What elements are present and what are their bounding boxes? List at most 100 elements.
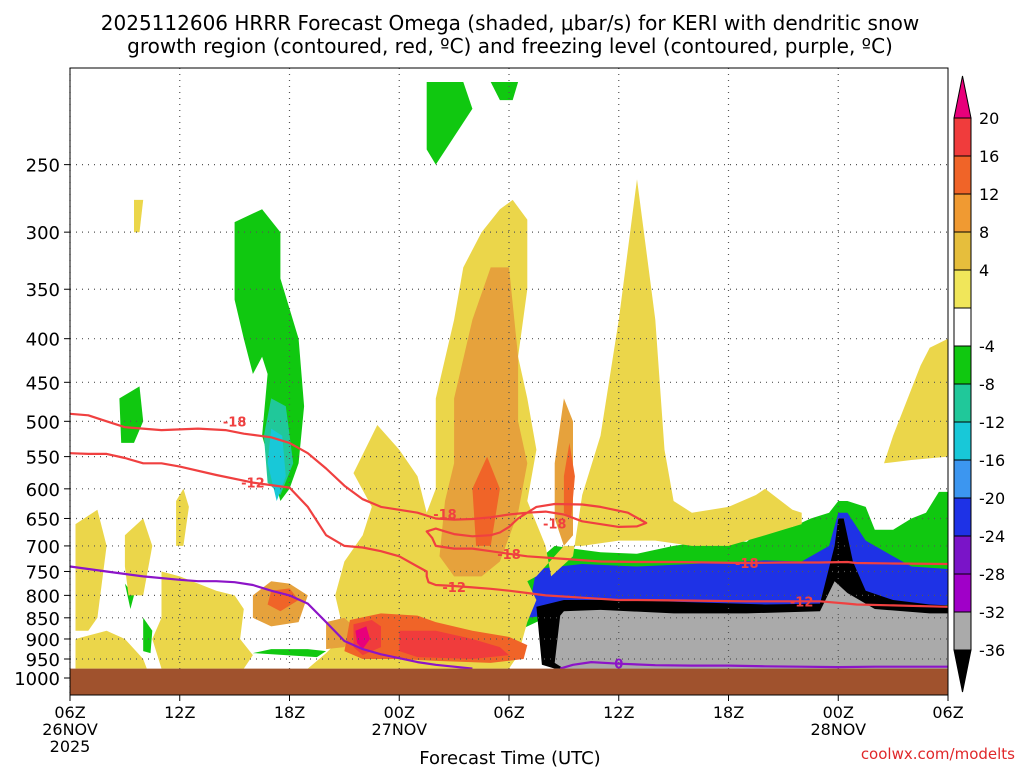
colorbar-band-11: [953, 497, 972, 537]
colorbar-band-10: [953, 459, 972, 499]
colorbar-band-4: [953, 231, 972, 271]
colorbar-bottom-arrow: [953, 649, 972, 693]
x-tick-12: 18Z: [274, 703, 305, 722]
contour-label-m12-b: -12: [442, 581, 466, 596]
contour-line-m18: [70, 412, 948, 566]
omega-region-1: [490, 82, 519, 101]
plot-area: -18 -12 -18 -18 -18 -18 -12 -12 0: [69, 67, 949, 696]
omega-region-14: [307, 179, 802, 669]
freezing-level-label: 0: [614, 658, 623, 673]
x-tick-36: 18Z: [713, 703, 744, 722]
colorbar-label-7: -8: [979, 375, 995, 394]
omega-region-31: [75, 630, 147, 669]
contour-label-m18-d: -18: [497, 548, 521, 563]
omega-region-19: [472, 456, 500, 546]
contour-line-m12: [70, 452, 948, 608]
y-tick-350: 350: [26, 280, 60, 301]
colorbar-label-9: -16: [979, 451, 1005, 470]
colorbar-band-8: [953, 383, 972, 423]
colorbar-band-1: [953, 117, 972, 157]
y-tick-1000: 1000: [14, 669, 60, 690]
colorbar-band-5: [953, 269, 972, 309]
x-date-18: 27NOV: [371, 720, 427, 739]
omega-region-20: [267, 588, 299, 612]
omega-region-4: [124, 583, 134, 609]
colorbar-band-14: [953, 611, 972, 651]
contour-label-m12: -12: [241, 477, 265, 492]
x-year-0: 2025: [50, 737, 91, 756]
colorbar-label-14: -36: [979, 641, 1005, 660]
colorbar-band-3: [953, 193, 972, 233]
omega-region-29: [176, 488, 189, 546]
y-tick-550: 550: [26, 448, 60, 469]
colorbar-band-9: [953, 421, 972, 461]
omega-region-13: [134, 199, 144, 233]
omega-region-8: [252, 649, 327, 658]
y-tick-450: 450: [26, 373, 60, 394]
freezing-level-line-a: [70, 565, 473, 670]
omega-region-24: [399, 630, 509, 659]
colorbar-band-13: [953, 573, 972, 613]
colorbar-label-8: -12: [979, 413, 1005, 432]
omega-region-7: [267, 428, 286, 501]
contour-label-m18-c: -18: [543, 518, 567, 533]
colorbar-band-6: [953, 307, 972, 347]
y-tick-500: 500: [26, 412, 60, 433]
chart-title-line-2: growth region (contoured, red, ºC) and f…: [127, 34, 893, 58]
colorbar-band-12: [953, 535, 972, 575]
omega-region-25: [355, 626, 370, 650]
y-tick-400: 400: [26, 330, 60, 351]
x-tick-18: 00Z: [384, 703, 415, 722]
colorbar-label-10: -20: [979, 489, 1005, 508]
contour-label-m18-b: -18: [433, 508, 457, 523]
colorbar-band-2: [953, 155, 972, 195]
omega-region-26: [884, 338, 948, 464]
colorbar-label-12: -28: [979, 565, 1005, 584]
y-tick-800: 800: [26, 586, 60, 607]
colorbar-label-2: 12: [979, 185, 999, 204]
x-date-0: 26NOV: [42, 720, 98, 739]
y-tick-850: 850: [26, 609, 60, 630]
colorbar-label-11: -24: [979, 527, 1005, 546]
y-tick-300: 300: [26, 223, 60, 244]
omega-shading: [75, 82, 948, 669]
y-tick-700: 700: [26, 537, 60, 558]
colorbar-label-1: 16: [979, 147, 999, 166]
x-tick-48: 06Z: [932, 703, 963, 722]
credit-text: coolwx.com/modelts: [861, 745, 1015, 763]
y-tick-950: 950: [26, 650, 60, 671]
chart-title-line-1: 2025112606 HRRR Forecast Omega (shaded, …: [101, 11, 919, 35]
freezing-level-line-b: [559, 661, 948, 670]
x-tick-42: 00Z: [823, 703, 854, 722]
x-tick-0: 06Z: [54, 703, 85, 722]
x-date-42: 28NOV: [810, 720, 866, 739]
omega-region-15: [439, 267, 528, 577]
y-tick-650: 650: [26, 509, 60, 530]
terrain-ground: [70, 668, 948, 695]
colorbar: 20 16 12 8 4 -4 -8 -12 -16 -20 -24 -28 -32 -36: [953, 75, 1005, 693]
contour-label-m18-e: -18: [735, 557, 759, 572]
contour-label-m12-c: -12: [790, 595, 814, 610]
y-tick-900: 900: [26, 630, 60, 651]
x-tick-6: 12Z: [164, 703, 195, 722]
omega-region-0: [426, 82, 473, 165]
colorbar-label-4: 4: [979, 261, 989, 280]
colorbar-label-13: -32: [979, 603, 1005, 622]
colorbar-label-0: 20: [979, 109, 999, 128]
colorbar-band-7: [953, 345, 972, 385]
y-tick-750: 750: [26, 562, 60, 583]
x-tick-24: 06Z: [493, 703, 524, 722]
x-tick-30: 12Z: [603, 703, 634, 722]
contour-lines: -18 -12 -18 -18 -18 -18 -12 -12 0: [70, 412, 948, 673]
contour-label-m18: -18: [223, 415, 247, 430]
omega-region-5: [143, 617, 153, 654]
x-axis-label: Forecast Time (UTC): [419, 748, 600, 768]
colorbar-label-6: -4: [979, 337, 995, 356]
y-axis-pressure: 2503003504004505005506006507007508008509…: [14, 156, 70, 690]
omega-region-30: [152, 571, 253, 669]
omega-region-21: [563, 442, 575, 519]
y-tick-250: 250: [26, 156, 60, 177]
y-tick-600: 600: [26, 480, 60, 501]
